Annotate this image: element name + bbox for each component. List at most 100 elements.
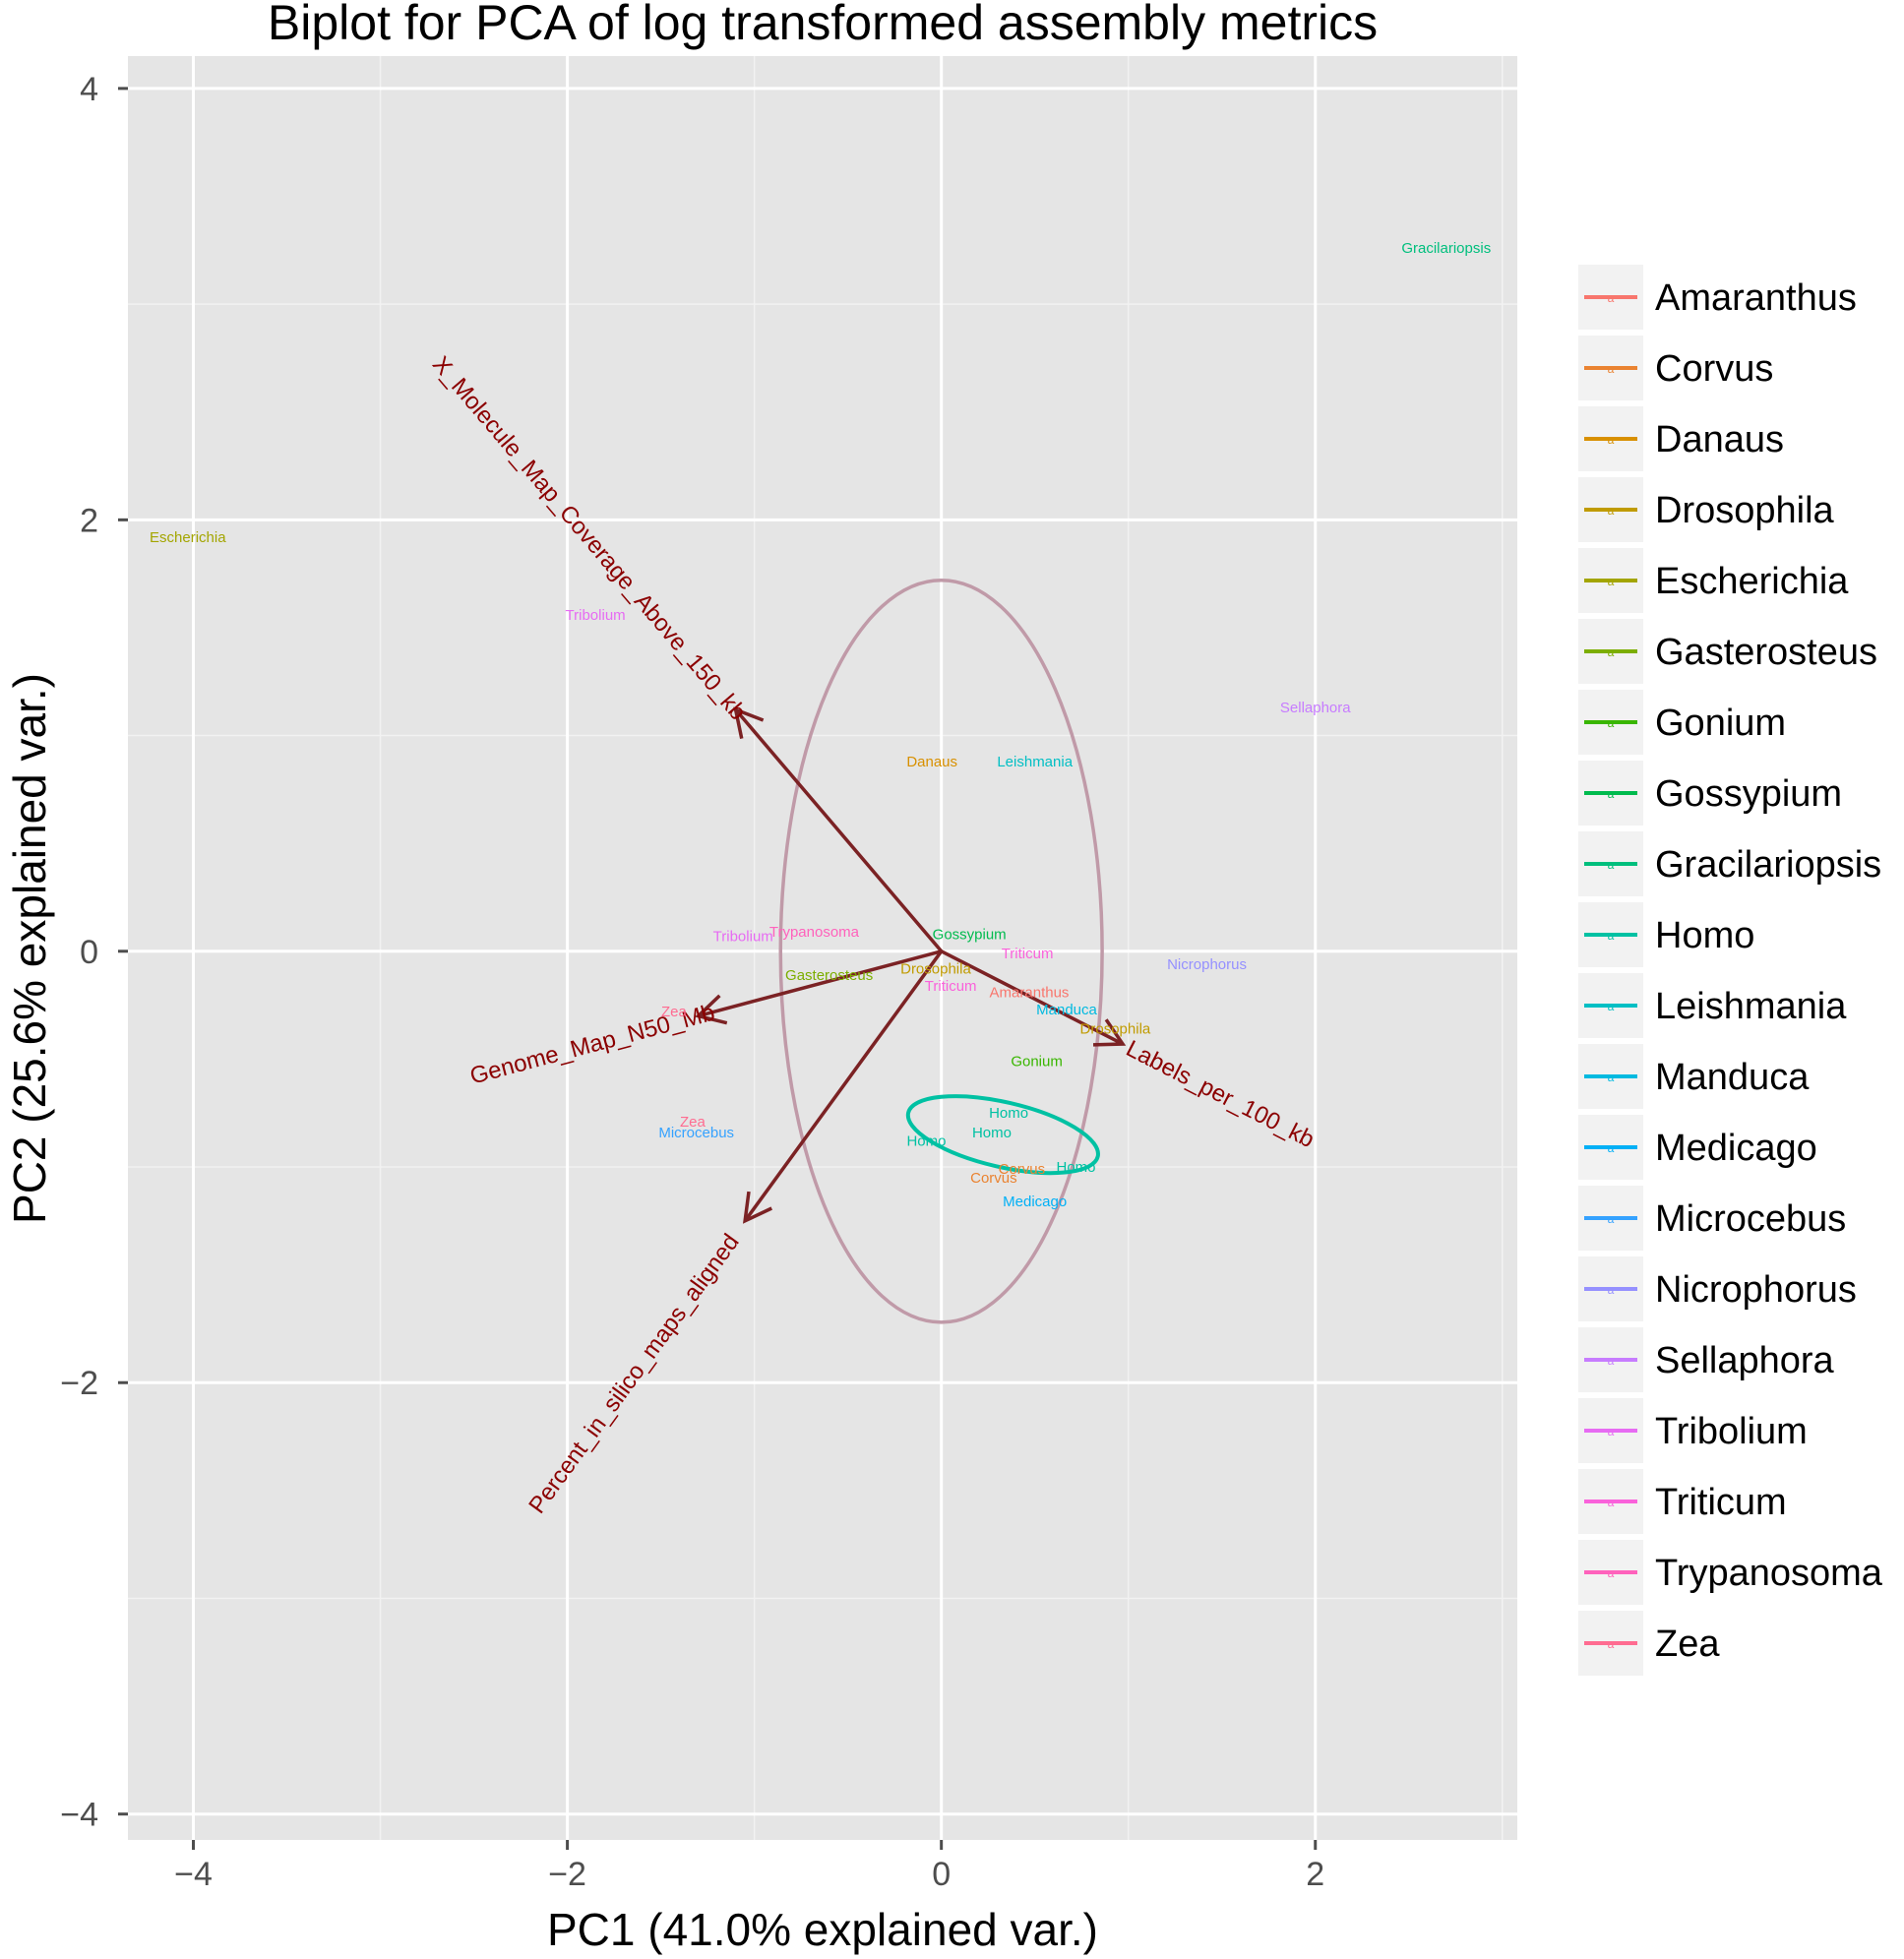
point-label: Homo bbox=[906, 1133, 946, 1150]
legend-item: a Drosophila bbox=[1578, 477, 1835, 542]
point-labels: Gracilariopsis Escherichia Tribolium Sellap… bbox=[150, 240, 1491, 1210]
loading-arrowhead bbox=[733, 706, 765, 739]
y-tick-label: 4 bbox=[80, 71, 98, 108]
legend-key-glyph: a bbox=[1608, 1637, 1615, 1651]
point-label: Corvus bbox=[970, 1170, 1017, 1187]
loading-arrow bbox=[698, 949, 943, 1018]
axes: −4 −2 0 2 −4 −2 0 2 4 bbox=[60, 71, 1324, 1893]
legend-label: Gossypium bbox=[1655, 773, 1842, 815]
point-label: Corvus bbox=[999, 1161, 1046, 1178]
point-label: Manduca bbox=[1036, 1002, 1097, 1018]
legend-item: a Gracilariopsis bbox=[1578, 831, 1881, 896]
legend-label: Drosophila bbox=[1655, 490, 1835, 531]
loading-arrowhead bbox=[695, 994, 728, 1025]
x-tick-label: −2 bbox=[548, 1856, 586, 1893]
loading-arrow bbox=[734, 708, 944, 952]
legend-label: Amaranthus bbox=[1655, 277, 1857, 319]
point-label: Trypanosoma bbox=[769, 924, 860, 941]
legend-label: Manduca bbox=[1655, 1057, 1810, 1098]
legend-key-glyph: a bbox=[1608, 433, 1615, 447]
legend-item: a Zea bbox=[1578, 1611, 1720, 1676]
legend-key-glyph: a bbox=[1608, 575, 1615, 588]
legend-label: Medicago bbox=[1655, 1128, 1817, 1169]
point-label: Triticum bbox=[925, 978, 977, 995]
loading-arrow bbox=[743, 949, 944, 1222]
legend-label: Gonium bbox=[1655, 703, 1786, 744]
legend-key-glyph: a bbox=[1608, 1141, 1615, 1155]
loading-arrowhead bbox=[1092, 1018, 1127, 1047]
legend-key-glyph: a bbox=[1608, 858, 1615, 872]
legend-key-glyph: a bbox=[1608, 1566, 1615, 1580]
legend-key-glyph: a bbox=[1608, 1354, 1615, 1368]
y-tick-label: 2 bbox=[80, 502, 98, 539]
legend-label: Microcebus bbox=[1655, 1198, 1846, 1240]
legend-key-glyph: a bbox=[1608, 291, 1615, 305]
legend-item: a Amaranthus bbox=[1578, 265, 1857, 330]
legend-key-glyph: a bbox=[1608, 1283, 1615, 1297]
x-tick-label: −4 bbox=[174, 1856, 213, 1893]
legend-label: Danaus bbox=[1655, 419, 1784, 460]
legend-label: Nicrophorus bbox=[1655, 1269, 1857, 1311]
group-ellipse-homo bbox=[905, 1094, 1100, 1176]
legend-key-glyph: a bbox=[1608, 716, 1615, 730]
point-label: Drosophila bbox=[900, 960, 971, 977]
legend-label: Tribolium bbox=[1655, 1411, 1808, 1452]
legend-key-glyph: a bbox=[1608, 1000, 1615, 1013]
plot-area: −4 −2 0 2−4−2024X_Molecule_Map_Coverage_Abo… bbox=[60, 56, 1517, 1893]
legend-item: a Leishmania bbox=[1578, 973, 1847, 1038]
legend-item: a Manduca bbox=[1578, 1044, 1810, 1109]
point-label: Gracilariopsis bbox=[1401, 240, 1491, 257]
legend-key-glyph: a bbox=[1608, 362, 1615, 376]
legend-label: Zea bbox=[1655, 1623, 1720, 1665]
point-label: Zea bbox=[661, 1004, 688, 1020]
legend-item: a Homo bbox=[1578, 902, 1754, 967]
legend-key-glyph: a bbox=[1608, 1071, 1615, 1084]
y-tick-label: −4 bbox=[60, 1797, 98, 1834]
legend-item: a Tribolium bbox=[1578, 1398, 1808, 1463]
point-label: Amaranthus bbox=[990, 984, 1070, 1001]
legend-label: Triticum bbox=[1655, 1482, 1787, 1523]
point-label: Drosophila bbox=[1080, 1021, 1151, 1038]
gridlines bbox=[128, 56, 1517, 1840]
point-label: Gasterosteus bbox=[785, 967, 873, 984]
legend-label: Corvus bbox=[1655, 348, 1773, 390]
legend-label: Homo bbox=[1655, 915, 1754, 956]
point-label: Microcebus bbox=[658, 1125, 734, 1141]
legend-item: a Trypanosoma bbox=[1578, 1540, 1883, 1605]
point-label: Tribolium bbox=[566, 607, 626, 624]
legend-label: Escherichia bbox=[1655, 561, 1849, 602]
legend-key-glyph: a bbox=[1608, 1212, 1615, 1226]
y-axis-title: PC2 (25.6% explained var.) bbox=[4, 673, 55, 1224]
loading-arrowhead bbox=[742, 1191, 773, 1224]
point-label: Homo bbox=[1056, 1159, 1095, 1176]
point-label: Tribolium bbox=[713, 928, 773, 945]
plot-panel bbox=[128, 56, 1517, 1840]
legend-item: a Danaus bbox=[1578, 406, 1784, 471]
legend-key-glyph: a bbox=[1608, 929, 1615, 943]
legend-item: a Gasterosteus bbox=[1578, 619, 1877, 684]
legend-label: Leishmania bbox=[1655, 986, 1847, 1027]
legend-key-glyph: a bbox=[1608, 1425, 1615, 1439]
x-tick-label: 2 bbox=[1306, 1856, 1324, 1893]
legend-key-glyph: a bbox=[1608, 787, 1615, 801]
legend-item: a Gossypium bbox=[1578, 761, 1842, 826]
legend-item: a Sellaphora bbox=[1578, 1327, 1835, 1392]
point-label: Homo bbox=[989, 1105, 1028, 1122]
point-label: Zea bbox=[680, 1114, 706, 1131]
legend-key-glyph: a bbox=[1608, 645, 1615, 659]
legend-item: a Medicago bbox=[1578, 1115, 1817, 1180]
legend-key-glyph: a bbox=[1608, 504, 1615, 518]
loading-arrow bbox=[940, 949, 1124, 1046]
legend-item: a Gonium bbox=[1578, 690, 1786, 755]
point-label: Danaus bbox=[906, 754, 957, 770]
x-axis-title: PC1 (41.0% explained var.) bbox=[547, 1904, 1098, 1955]
y-tick-label: −2 bbox=[60, 1365, 98, 1402]
legend: a Amaranthus a Corvus a Danaus a Drosophila a Esc… bbox=[1578, 265, 1883, 1676]
point-label: Triticum bbox=[1002, 946, 1054, 962]
x-tick-label: 0 bbox=[932, 1856, 951, 1893]
legend-item: a Triticum bbox=[1578, 1469, 1787, 1534]
legend-label: Gracilariopsis bbox=[1655, 844, 1881, 886]
point-label: Nicrophorus bbox=[1167, 956, 1247, 973]
correlation-circle bbox=[778, 578, 1104, 1324]
